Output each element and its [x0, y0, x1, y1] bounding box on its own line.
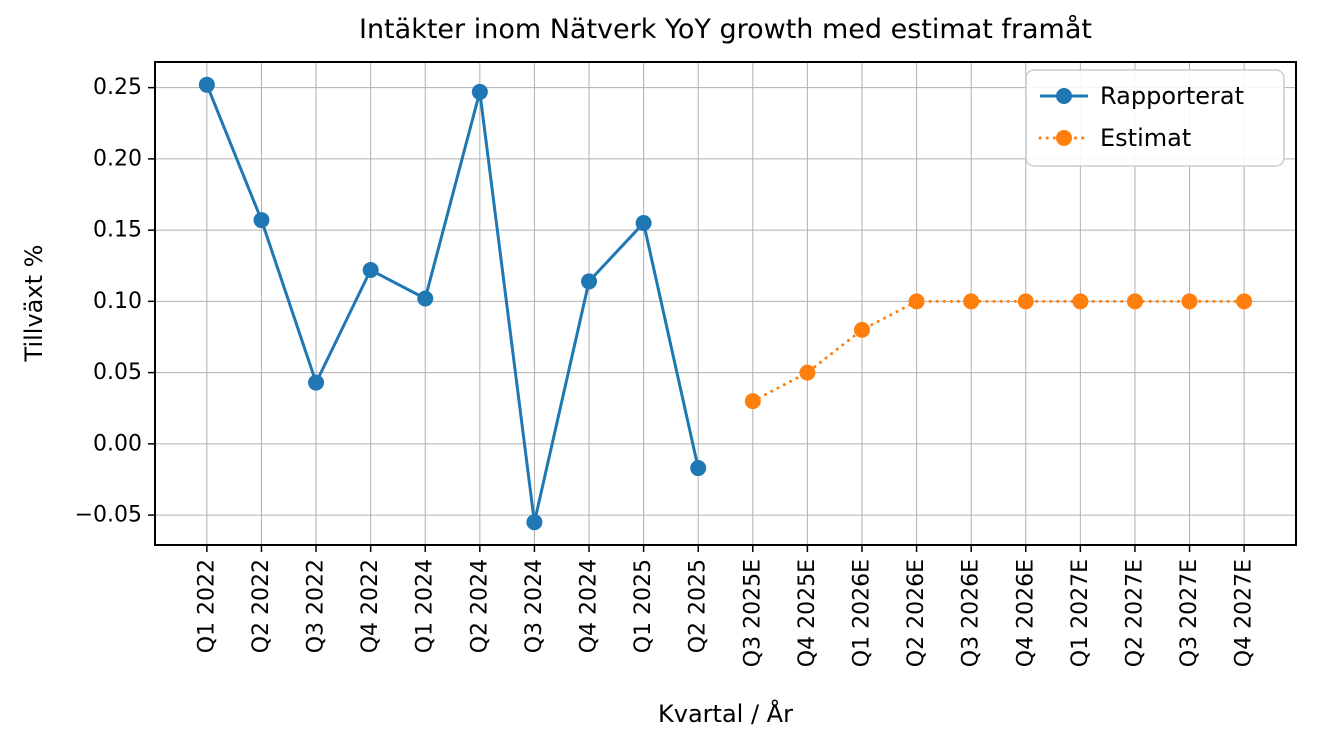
legend-marker	[1056, 88, 1072, 104]
legend-box	[1025, 69, 1285, 167]
x-tick-label: Q4 2025E	[795, 559, 820, 667]
data-point-rapporterat	[253, 212, 270, 229]
y-tick-label: 0.15	[93, 218, 142, 243]
data-point-estimat	[908, 293, 925, 310]
x-tick-label: Q2 2027E	[1122, 559, 1147, 667]
chart-title: Intäkter inom Nätverk YoY growth med est…	[358, 14, 1092, 45]
data-point-estimat	[1236, 293, 1253, 310]
x-tick-label: Q4 2027E	[1232, 559, 1257, 667]
y-tick-label: 0.00	[93, 431, 142, 456]
y-tick-label: −0.05	[75, 503, 142, 528]
data-point-estimat	[1017, 293, 1034, 310]
x-tick-label: Q4 2022	[358, 559, 383, 653]
x-tick-label: Q1 2022	[194, 559, 219, 653]
data-point-rapporterat	[690, 460, 707, 477]
x-tick-label: Q4 2024	[577, 559, 602, 653]
x-tick-label: Q3 2024	[522, 559, 547, 653]
y-tick-label: 0.20	[93, 146, 142, 171]
data-point-rapporterat	[581, 273, 598, 290]
y-axis-label: Tillväxt %	[20, 244, 48, 362]
plot-area-border	[154, 61, 1297, 546]
y-tick-label: 0.10	[93, 289, 142, 314]
x-tick-label: Q2 2026E	[904, 559, 929, 667]
legend-marker	[1056, 130, 1072, 146]
y-tick-label: 0.05	[93, 360, 142, 385]
x-axis-label: Kvartal / År	[658, 700, 793, 728]
x-tick-label: Q4 2026E	[1013, 559, 1038, 667]
x-tick-label: Q3 2026E	[959, 559, 984, 667]
data-point-estimat	[1072, 293, 1089, 310]
data-point-rapporterat	[526, 514, 543, 531]
x-tick-label: Q1 2025	[631, 559, 656, 653]
x-tick-label: Q3 2022	[304, 559, 329, 653]
data-point-rapporterat	[471, 83, 488, 100]
data-point-rapporterat	[308, 374, 325, 391]
legend-label: Rapporterat	[1100, 82, 1244, 110]
data-point-estimat	[744, 393, 761, 410]
x-tick-label: Q1 2027E	[1068, 559, 1093, 667]
data-point-estimat	[799, 364, 816, 381]
data-point-rapporterat	[198, 76, 215, 93]
x-tick-label: Q1 2026E	[849, 559, 874, 667]
legend-label: Estimat	[1100, 124, 1191, 152]
series-line-estimat	[751, 299, 1246, 403]
x-tick-label: Q2 2022	[249, 559, 274, 653]
data-point-rapporterat	[635, 215, 652, 231]
x-tick-label: Q3 2027E	[1177, 559, 1202, 667]
data-point-rapporterat	[362, 262, 379, 279]
data-point-estimat	[963, 293, 980, 310]
x-tick-label: Q1 2024	[413, 559, 438, 653]
data-point-estimat	[1181, 293, 1198, 310]
x-tick-label: Q3 2025E	[740, 559, 765, 667]
data-point-rapporterat	[417, 290, 434, 307]
data-point-estimat	[853, 321, 870, 338]
data-point-estimat	[1126, 293, 1143, 310]
x-tick-label: Q2 2024	[467, 559, 492, 653]
x-tick-label: Q2 2025	[686, 559, 711, 653]
y-tick-label: 0.25	[93, 75, 142, 100]
series-line-rapporterat	[205, 84, 700, 523]
